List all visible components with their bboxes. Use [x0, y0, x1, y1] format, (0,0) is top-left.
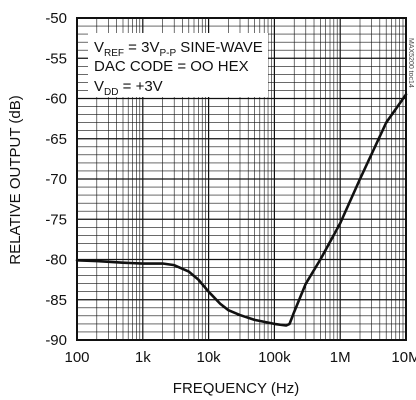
annotation-background — [88, 33, 268, 97]
y-axis-title: RELATIVE OUTPUT (dB) — [7, 95, 24, 264]
annotation-box: VREF = 3VP-P SINE-WAVE DAC CODE = OO HEX… — [88, 33, 268, 98]
annotation-dac-code: DAC CODE = OO HEX — [94, 58, 249, 75]
x-tick-label: 10M — [391, 349, 416, 366]
y-tick-label: -85 — [45, 292, 67, 309]
x-tick-label: 10k — [197, 349, 222, 366]
y-tick-label: -75 — [45, 211, 67, 228]
side-id-label: MAX5200 toc14 — [407, 38, 414, 88]
x-tick-label: 1k — [135, 349, 151, 366]
y-tick-label: -90 — [45, 332, 67, 349]
annotation-vref: VREF = 3VP-P SINE-WAVE — [94, 39, 263, 59]
x-tick-label: 1M — [330, 349, 351, 366]
y-tick-label: -70 — [45, 171, 67, 188]
annotation-vdd: VDD = +3V — [94, 78, 163, 98]
plot-frame — [76, 17, 407, 341]
y-tick-label: -55 — [45, 50, 67, 67]
series-line — [75, 93, 408, 327]
series-group — [75, 93, 408, 327]
y-tick-label: -60 — [45, 91, 67, 108]
x-axis-title: FREQUENCY (Hz) — [173, 380, 299, 397]
y-tick-label: -65 — [45, 131, 67, 148]
x-tick-label: 100 — [64, 349, 89, 366]
x-tick-label: 100k — [258, 349, 291, 366]
y-tick-label: -50 — [45, 10, 67, 27]
tick-labels: 100 1k 10k 100k 1M 10M -50 -55 -60 -65 -70 -75 -80 -8… — [45, 10, 416, 366]
y-tick-label: -80 — [45, 252, 67, 269]
